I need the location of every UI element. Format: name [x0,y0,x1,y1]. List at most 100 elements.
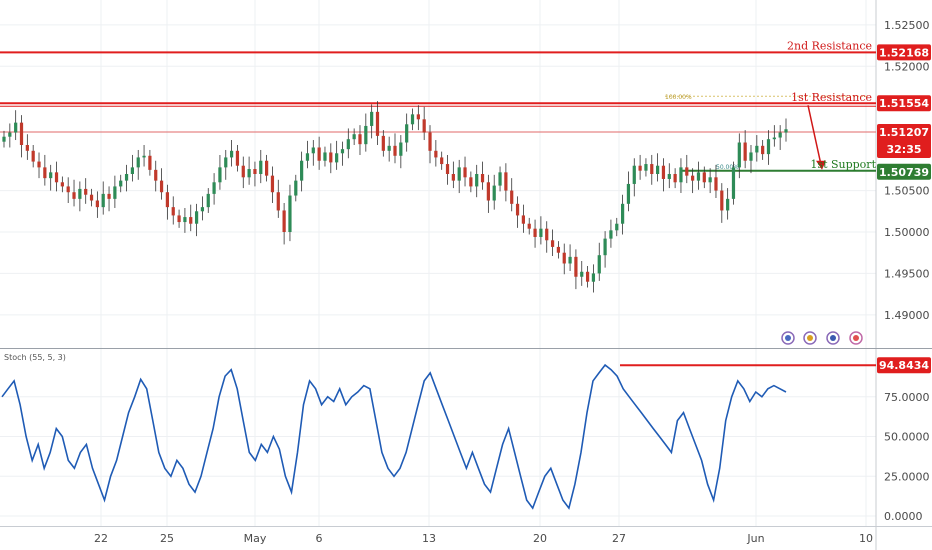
event-flag-icon-inner [853,335,859,341]
candle-body [609,230,613,239]
candle-body [434,150,438,158]
fib-100-label: 100.00% [665,94,692,101]
candle-body [358,134,362,145]
price-panel[interactable] [0,0,876,348]
resistance-1-annotation: 1st Resistance [791,91,872,104]
time-tick-label: 20 [533,532,547,545]
candle-body [556,246,561,253]
resistance-2-price-tag: 1.52168 [877,44,931,61]
candle-body [54,172,59,183]
candle-body [539,228,543,237]
candle-body [329,152,333,163]
candle-body [364,125,368,145]
candle-body [177,215,181,223]
candle-body [585,271,590,282]
vertical-gridlines [100,0,867,526]
projection-arrow [807,105,826,170]
candlestick-series [2,101,788,293]
time-tick-label: 22 [94,532,108,545]
economic-event-icons[interactable] [781,331,863,345]
event-flag-icon-inner [830,335,836,341]
candle-body [276,192,280,211]
price-axis-ticks: 1.52500 1.52000 1.50500 1.50000 1.49500 1.490… [884,19,930,322]
time-tick-label: 27 [612,532,626,545]
candle-body [661,165,666,179]
candle-body [72,192,76,199]
candle-body [165,192,170,208]
candle-body [749,152,753,161]
candle-body [19,122,24,145]
time-tick-label: 13 [422,532,436,545]
candle-body [183,217,187,223]
event-flag-icon-inner [785,335,791,341]
candle-body [14,122,18,133]
candle-body [154,169,158,181]
candle-body [422,119,426,133]
candle-body [8,132,12,137]
candle-body [545,228,549,241]
candle-body [194,211,199,224]
candle-body [346,139,350,150]
candle-body [189,217,193,224]
candle-body [119,180,123,187]
candle-body [159,180,164,193]
fib-50-label: 50.00% [716,164,739,171]
candle-body [673,174,677,183]
candle-body [603,238,607,256]
time-tick-label: 10 [859,532,873,545]
candle-body [335,153,339,163]
candle-body [305,153,310,161]
candle-body [457,167,461,181]
candle-body [714,177,718,191]
candle-body [469,177,473,187]
candle-body [259,160,263,174]
candle-body [60,182,64,187]
candle-body [562,252,566,264]
candle-body [463,167,467,178]
svg-text:32:35: 32:35 [886,143,921,156]
time-axis-ticks: 22 25 May 6 13 20 27 Jun 10 [94,532,873,545]
candle-body [451,174,455,181]
candle-body [638,165,642,171]
candle-body [148,155,152,170]
candle-body [440,157,444,165]
candle-body [504,172,508,191]
price-tick-label: 1.49500 [884,267,930,280]
candle-body [95,200,99,208]
candle-body [25,145,29,151]
candle-body [410,114,415,125]
candle-body [206,193,210,208]
candle-body [685,167,689,176]
candle-body [615,223,619,231]
candle-body [480,174,485,183]
svg-text:1.51207: 1.51207 [879,126,929,139]
candle-body [224,157,228,168]
svg-text:94.8434: 94.8434 [879,359,929,372]
candle-body [731,167,736,199]
candle-body [323,152,327,161]
oscillator-panel[interactable] [0,350,876,526]
candle-body [270,175,275,193]
candle-body [591,273,596,282]
candle-body [597,255,601,274]
candle-body [84,188,88,195]
candle-body [130,167,134,174]
candle-body [399,142,403,156]
candle-body [632,165,636,184]
candle-body [43,167,47,179]
candle-body [778,132,782,138]
candle-body [352,134,356,140]
candle-body [300,160,304,181]
candle-body [370,111,374,126]
candle-body [405,124,409,143]
candle-body [784,129,788,133]
candle-body [2,136,6,142]
candle-body [445,164,450,174]
price-tick-label: 1.52500 [884,19,930,32]
candle-body [568,256,572,264]
candle-body [37,161,41,168]
candle-body [720,190,724,211]
candle-body [317,147,321,161]
oscillator-label: Stoch (55, 5, 3) [4,353,66,362]
